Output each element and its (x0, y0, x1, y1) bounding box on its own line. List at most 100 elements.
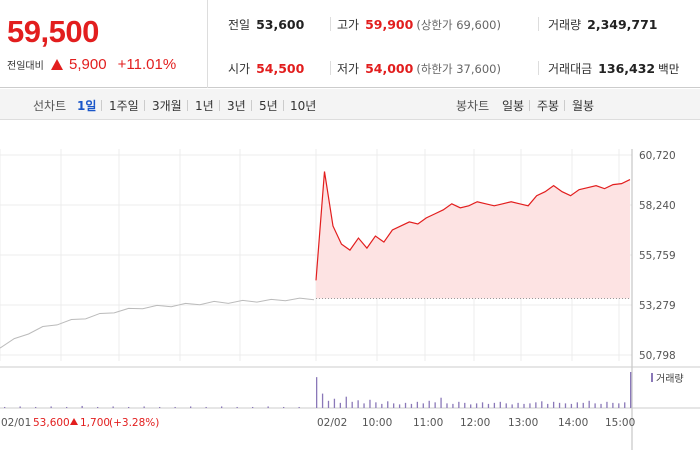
volume-bar (112, 406, 114, 408)
stat-open: 시가 54,500 (228, 60, 304, 77)
volume-bar (624, 402, 626, 408)
volume-bar (267, 406, 269, 408)
volume-bar (339, 402, 341, 408)
divider (330, 61, 331, 75)
volume-bar (316, 377, 318, 408)
chart-toolbar: 선차트 1일 1주일 3개월 1년 3년 5년 10년 봉차트 일봉 주봉 월봉 (0, 89, 700, 120)
volume-bar (236, 406, 238, 408)
volume-bar (529, 403, 531, 408)
volume-bar (66, 406, 68, 408)
x-axis: 02/01 53,600 1,700(+3.28%) 02/02 10:00 11:00 1… (1, 417, 635, 429)
volume-bar (143, 406, 145, 408)
x-date-label: 02/01 (1, 417, 31, 429)
volume-bar (505, 403, 507, 408)
volume-bar (434, 402, 436, 408)
tab-10y[interactable]: 10년 (290, 99, 317, 113)
volume-bar (440, 397, 442, 408)
change-row: 전일대비 5,900 +11.01% (7, 54, 176, 73)
volume-bar (481, 402, 484, 408)
tab-1d[interactable]: 1일 (77, 99, 97, 113)
volume-bar (564, 403, 567, 408)
volume-bar (97, 406, 99, 408)
tab-monthly[interactable]: 월봉 (572, 99, 595, 113)
volume-bar (511, 404, 513, 408)
divider (187, 100, 188, 111)
volume-bar (600, 403, 602, 408)
volume-bar (333, 398, 336, 408)
volume-bar (369, 399, 371, 408)
divider (529, 100, 530, 111)
y-tick-label: 60,720 (639, 150, 676, 162)
volume-bar (464, 402, 466, 408)
stat-label: 거래대금 (548, 62, 593, 76)
volume-bar (381, 403, 383, 408)
volume-bar (428, 400, 430, 408)
stat-label: 저가 (337, 62, 360, 76)
today-price-line (315, 171, 631, 281)
volume-bar (190, 406, 192, 408)
y-tick-label: 58,240 (639, 200, 676, 212)
volume-bar (327, 400, 330, 408)
volume-bar (541, 401, 543, 408)
volume-legend-swatch (651, 373, 653, 382)
stat-prev-close: 전일 53,600 (228, 16, 304, 33)
change-label: 전일대비 (7, 61, 44, 72)
up-triangle-icon (70, 418, 78, 425)
volume-bar (298, 406, 300, 408)
x-time-label: 11:00 (413, 417, 443, 429)
price-chart[interactable]: 60,720 58,240 55,759 53,279 50,798 거래량 02/01… (0, 121, 700, 450)
volume-bar (452, 403, 454, 408)
divider (144, 100, 145, 111)
tab-1w[interactable]: 1주일 (109, 99, 139, 113)
volume-bar (470, 404, 472, 408)
current-price: 59,500 (7, 14, 99, 49)
tab-3m[interactable]: 3개월 (152, 99, 182, 113)
volume-bar (398, 404, 401, 408)
candle-chart-label: 봉차트 (456, 99, 490, 113)
volume-bar (475, 403, 478, 408)
stat-value: 53,600 (256, 17, 305, 32)
volume-bar (458, 401, 460, 408)
volume-bar (582, 402, 584, 408)
volume-bar (570, 403, 573, 408)
up-triangle-icon (50, 59, 63, 70)
x-time-label: 10:00 (362, 417, 392, 429)
volume-bar (547, 403, 549, 408)
tab-1y[interactable]: 1년 (195, 99, 214, 113)
stat-value: 2,349,771 (587, 17, 658, 32)
tab-daily[interactable]: 일봉 (502, 99, 525, 113)
y-tick-label: 55,759 (639, 250, 676, 262)
volume-bar (351, 401, 353, 408)
x-time-label: 12:00 (460, 417, 490, 429)
volume-bar (558, 402, 561, 408)
y-tick-label: 53,279 (639, 300, 676, 312)
prev-day-change: 1,700 (80, 417, 110, 429)
chart-canvas: 60,720 58,240 55,759 53,279 50,798 거래량 02/01… (0, 149, 700, 450)
tab-3y[interactable]: 3년 (227, 99, 246, 113)
today-series (315, 171, 631, 300)
volume-bar (128, 406, 130, 408)
volume-bar (387, 401, 389, 408)
volume-bar (345, 396, 347, 408)
x-date-label: 02/02 (317, 417, 347, 429)
volume-bar (576, 402, 578, 408)
volume-bar (375, 402, 377, 408)
volume-bar (446, 403, 448, 408)
quote-header: 59,500 전일대비 5,900 +11.01% 전일 53,600 고가 59,… (0, 0, 700, 88)
volume-bar (588, 400, 590, 408)
prev-day-line (0, 297, 315, 349)
y-axis-ticks: 60,720 58,240 55,759 53,279 50,798 (639, 150, 676, 362)
volume-bar (357, 400, 359, 408)
lower-limit: (하한가 37,600) (416, 62, 501, 76)
change-value: 5,900 (69, 56, 107, 73)
tab-5y[interactable]: 5년 (259, 99, 278, 113)
volume-bar (363, 403, 365, 408)
volume-bar (416, 401, 419, 408)
stat-high: 고가 59,900 (상한가 69,600) (337, 16, 501, 33)
volume-bar (174, 406, 176, 408)
volume-bar (221, 406, 223, 408)
volume-bar (606, 401, 608, 408)
stat-value: 54,500 (256, 61, 305, 76)
tab-weekly[interactable]: 주봉 (537, 99, 560, 113)
volume-bar (499, 401, 501, 408)
